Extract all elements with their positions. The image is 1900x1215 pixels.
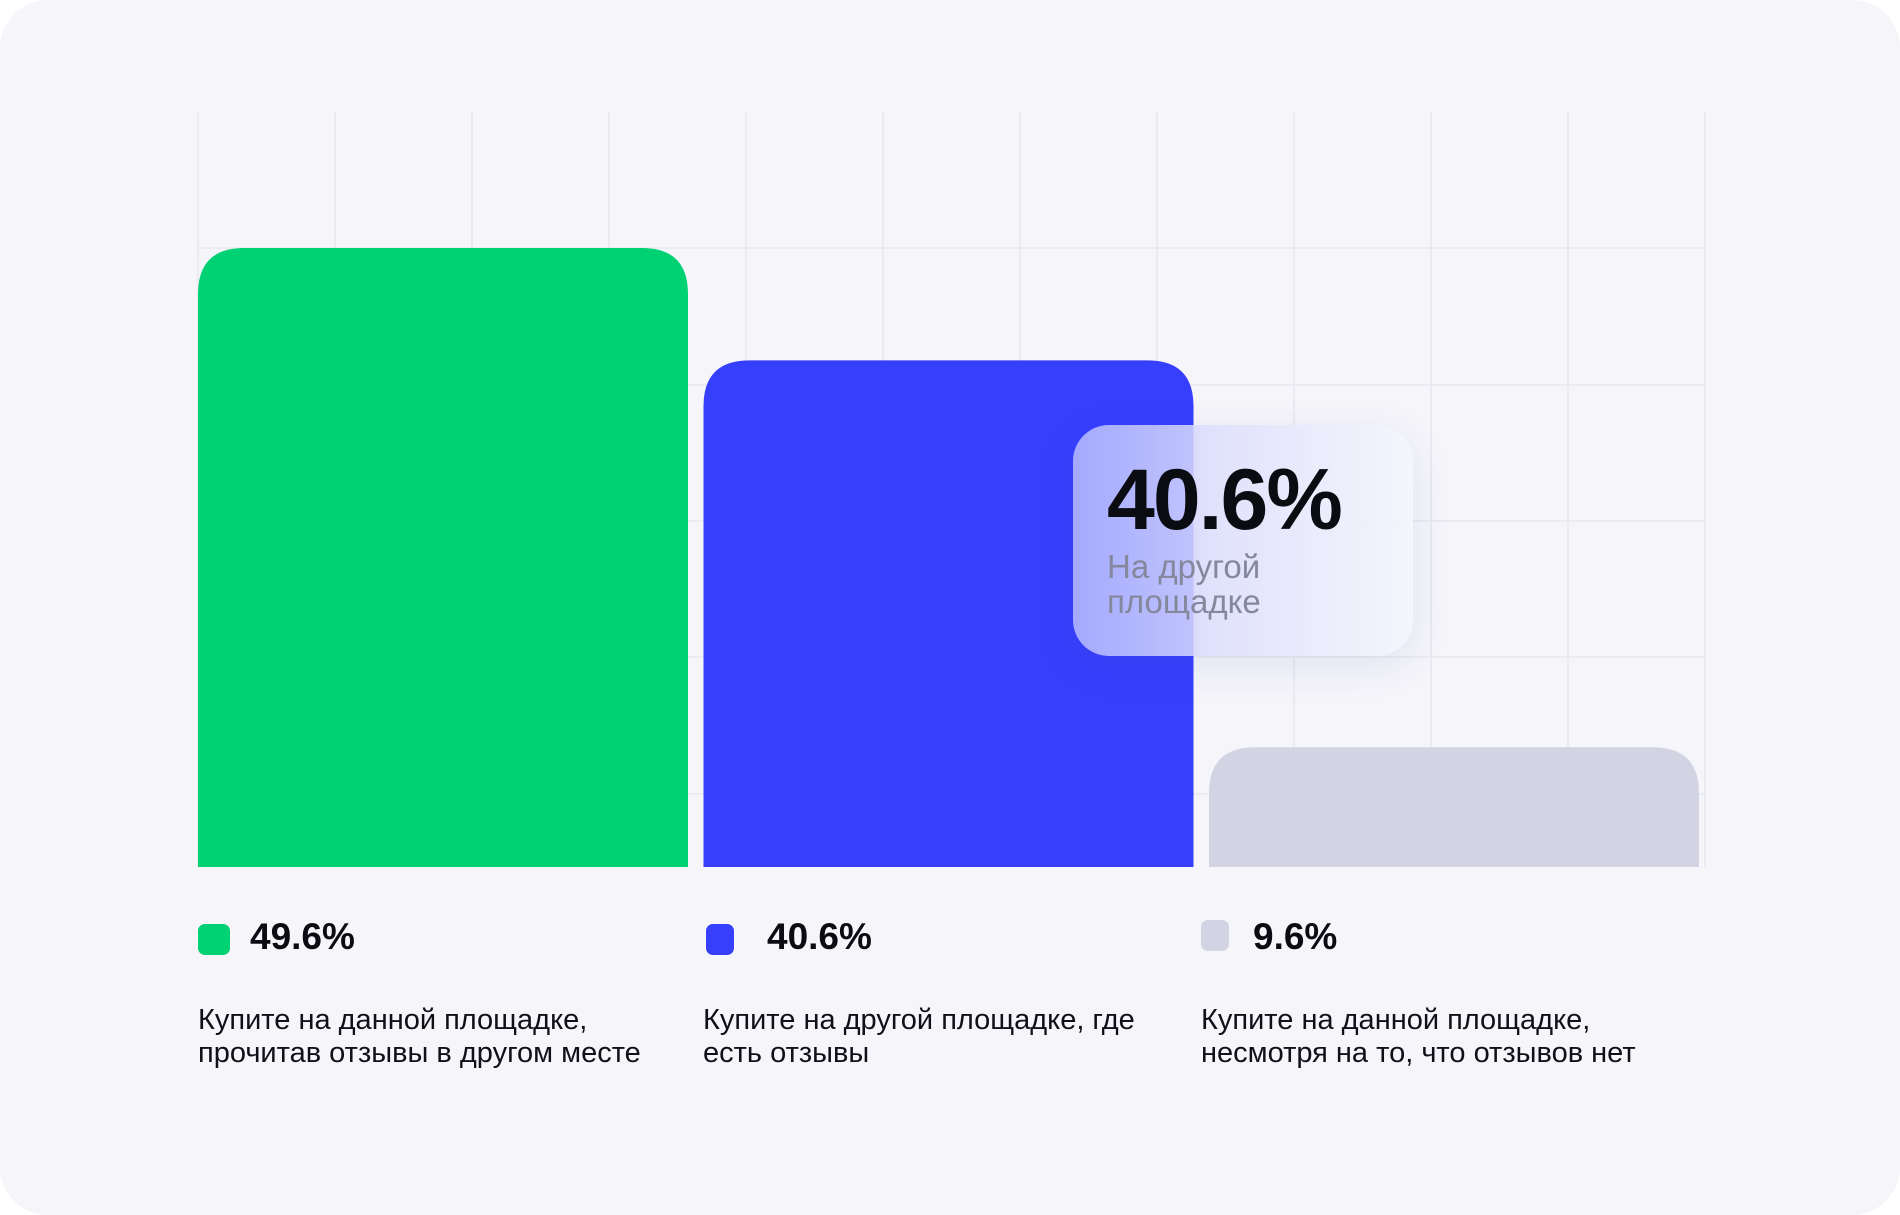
bar-1[interactable] [198,248,688,867]
category-label-3: Купите на данной площадке, несмотря на т… [1201,1004,1636,1069]
legend-swatch-gray [1201,920,1229,951]
bar-3[interactable] [1209,747,1699,867]
legend-swatch-green [198,924,230,955]
legend-swatch-blue [706,924,734,955]
category-label-1: Купите на данной площадке, прочитав отзы… [198,1004,641,1069]
bar-tooltip: 40.6% На другой площадке [1073,425,1413,656]
tooltip-value: 40.6% [1107,452,1343,548]
category-label-2: Купите на другой площадке, где есть отзы… [703,1004,1135,1069]
tooltip-label: На другой площадке [1107,548,1261,620]
legend-value-1: 49.6% [250,916,355,957]
legend-value-2: 40.6% [767,916,872,957]
bar-2[interactable] [703,360,1194,867]
legend-value-3: 9.6% [1253,916,1338,957]
bars [198,248,1699,867]
